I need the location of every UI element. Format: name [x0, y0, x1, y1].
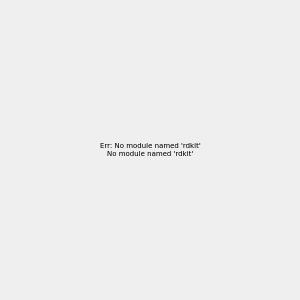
- Text: Err: No module named 'rdkit'
No module named 'rdkit': Err: No module named 'rdkit' No module n…: [100, 143, 200, 157]
